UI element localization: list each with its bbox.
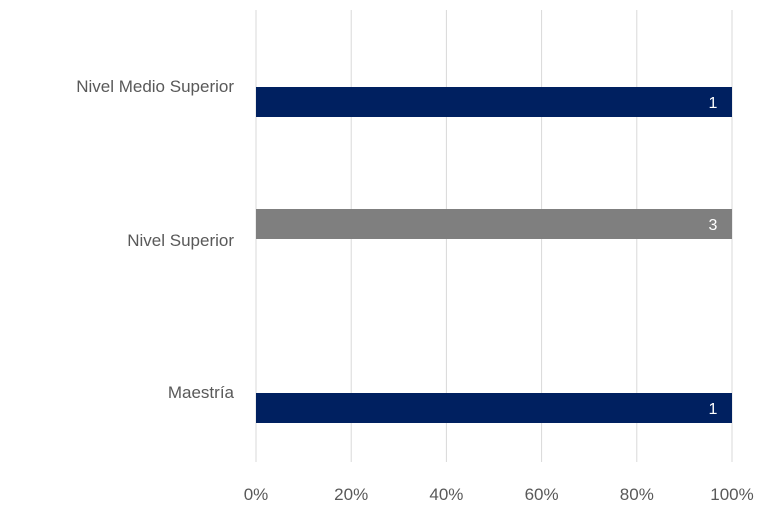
category-label: Maestría (168, 383, 235, 402)
data-label: 1 (709, 95, 718, 112)
category-label: Nivel Medio Superior (76, 77, 234, 96)
data-label: 3 (709, 217, 718, 234)
bar (256, 87, 732, 117)
bar (256, 393, 732, 423)
x-tick-label: 20% (334, 485, 368, 504)
x-tick-label: 80% (620, 485, 654, 504)
bar (256, 209, 732, 239)
x-tick-label: 40% (429, 485, 463, 504)
category-label: Nivel Superior (127, 231, 234, 250)
x-tick-label: 0% (244, 485, 269, 504)
data-label: 1 (709, 401, 718, 418)
x-tick-label: 60% (525, 485, 559, 504)
x-tick-label: 100% (710, 485, 753, 504)
